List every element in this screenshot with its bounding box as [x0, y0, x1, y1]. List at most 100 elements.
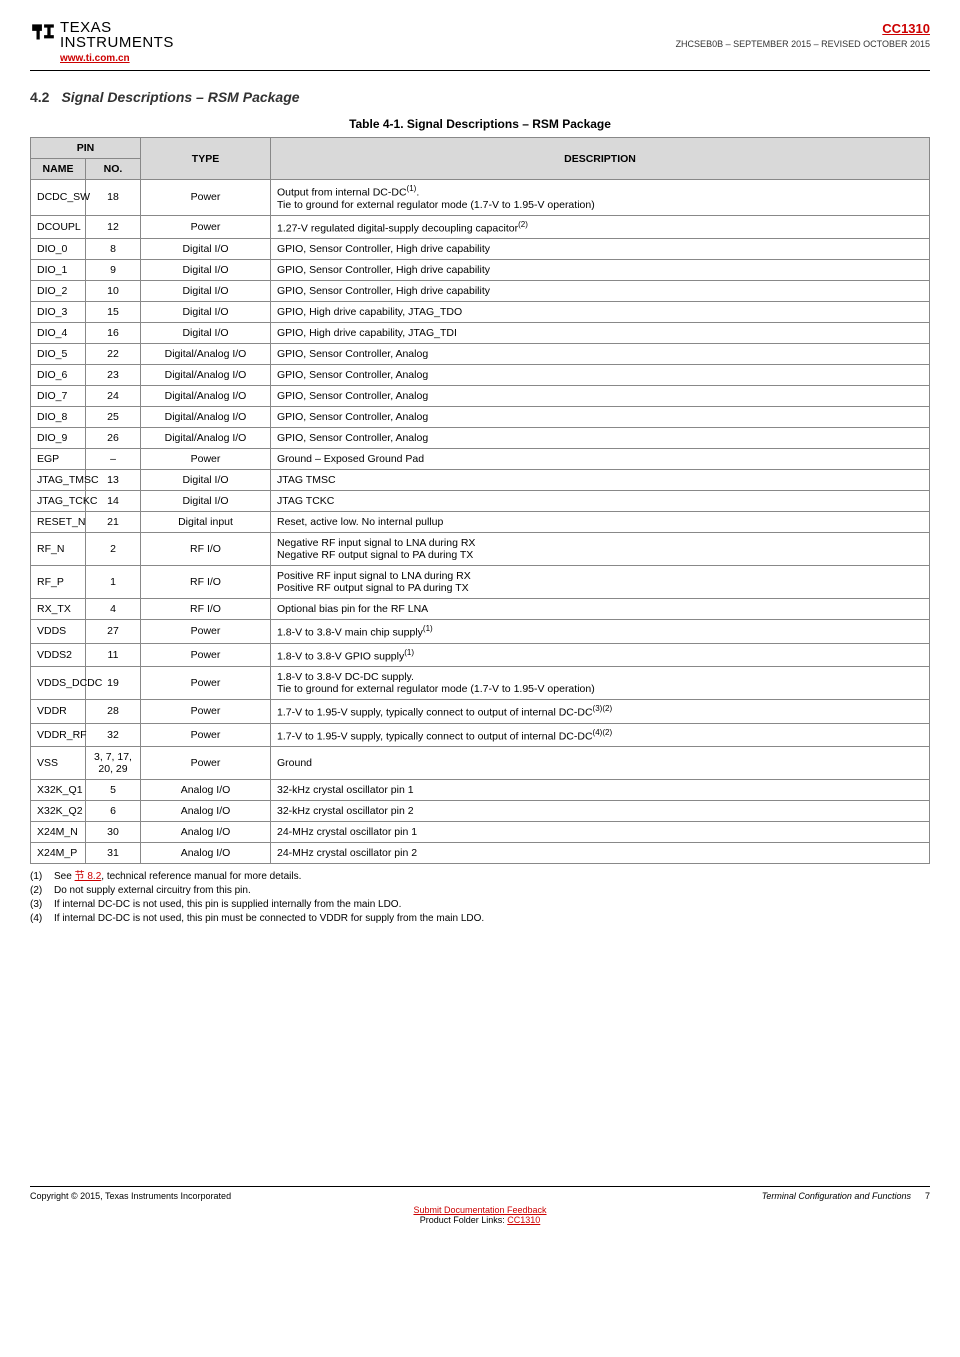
pin-name: DIO_7 — [31, 386, 86, 407]
pin-no: 31 — [86, 843, 141, 864]
pin-name: DIO_1 — [31, 260, 86, 281]
pin-no: 25 — [86, 407, 141, 428]
table-row: X24M_N30Analog I/O24-MHz crystal oscilla… — [31, 822, 930, 843]
pin-name: DIO_9 — [31, 428, 86, 449]
table-row: X32K_Q15Analog I/O32-kHz crystal oscilla… — [31, 780, 930, 801]
pin-name: DIO_2 — [31, 281, 86, 302]
pin-desc: 1.7-V to 1.95-V supply, typically connec… — [271, 700, 930, 724]
pin-name: RF_P — [31, 566, 86, 599]
logo-block: TEXAS INSTRUMENTS www.ti.com.cn — [30, 20, 174, 64]
pin-name: DIO_3 — [31, 302, 86, 323]
table-row: RF_N2RF I/ONegative RF input signal to L… — [31, 533, 930, 566]
pin-desc: 1.27-V regulated digital-supply decoupli… — [271, 215, 930, 239]
pin-no: 26 — [86, 428, 141, 449]
pin-name: VDDR — [31, 700, 86, 724]
pin-desc: 1.8-V to 3.8-V DC-DC supply.Tie to groun… — [271, 667, 930, 700]
pin-no: 5 — [86, 780, 141, 801]
pin-no: 3, 7, 17, 20, 29 — [86, 747, 141, 780]
footer-section: Terminal Configuration and Functions7 — [762, 1191, 930, 1201]
pin-no: 12 — [86, 215, 141, 239]
pin-type: Digital input — [141, 512, 271, 533]
pin-no: – — [86, 449, 141, 470]
part-number-link[interactable]: CC1310 — [882, 21, 930, 36]
page-header: TEXAS INSTRUMENTS www.ti.com.cn CC1310 Z… — [30, 20, 930, 71]
pin-no: 28 — [86, 700, 141, 724]
table-row: DIO_210Digital I/OGPIO, Sensor Controlle… — [31, 281, 930, 302]
table-row: DIO_315Digital I/OGPIO, High drive capab… — [31, 302, 930, 323]
footnote-link-8-2[interactable]: 节 8.2 — [75, 871, 102, 882]
table-row: VDDS27Power1.8-V to 3.8-V main chip supp… — [31, 620, 930, 644]
pin-no: 6 — [86, 801, 141, 822]
pin-name: DIO_0 — [31, 239, 86, 260]
pin-name: X24M_N — [31, 822, 86, 843]
pin-desc: Ground – Exposed Ground Pad — [271, 449, 930, 470]
pin-name: DIO_6 — [31, 365, 86, 386]
pin-desc: GPIO, Sensor Controller, High drive capa… — [271, 281, 930, 302]
pin-name: VDDR_RF — [31, 723, 86, 747]
pin-name: X32K_Q1 — [31, 780, 86, 801]
table-row: DIO_08Digital I/OGPIO, Sensor Controller… — [31, 239, 930, 260]
pin-desc: Ground — [271, 747, 930, 780]
copyright: Copyright © 2015, Texas Instruments Inco… — [30, 1191, 231, 1201]
pin-name: DCDC_SW — [31, 180, 86, 216]
pin-no: 18 — [86, 180, 141, 216]
pin-no: 9 — [86, 260, 141, 281]
pin-type: RF I/O — [141, 533, 271, 566]
page-number: 7 — [925, 1191, 930, 1201]
pin-name: JTAG_TCKC — [31, 491, 86, 512]
pin-type: Digital I/O — [141, 281, 271, 302]
pin-name: RF_N — [31, 533, 86, 566]
pin-desc: GPIO, Sensor Controller, High drive capa… — [271, 239, 930, 260]
pin-type: Power — [141, 180, 271, 216]
pin-type: Analog I/O — [141, 822, 271, 843]
site-link[interactable]: www.ti.com.cn — [60, 54, 174, 64]
pin-name: JTAG_TMSC — [31, 470, 86, 491]
table-row: JTAG_TCKC14Digital I/OJTAG TCKC — [31, 491, 930, 512]
th-name: NAME — [31, 159, 86, 180]
product-folder-link[interactable]: CC1310 — [507, 1215, 540, 1225]
section-number: 4.2 — [30, 89, 49, 105]
pin-name: RX_TX — [31, 599, 86, 620]
pin-no: 8 — [86, 239, 141, 260]
pin-type: Digital I/O — [141, 470, 271, 491]
table-row: DIO_522Digital/Analog I/OGPIO, Sensor Co… — [31, 344, 930, 365]
table-row: VDDS211Power1.8-V to 3.8-V GPIO supply(1… — [31, 643, 930, 667]
pin-type: Power — [141, 643, 271, 667]
pin-no: 15 — [86, 302, 141, 323]
pin-type: Digital I/O — [141, 260, 271, 281]
table-row: DIO_19Digital I/OGPIO, Sensor Controller… — [31, 260, 930, 281]
pin-type: Analog I/O — [141, 801, 271, 822]
th-pin: PIN — [31, 138, 141, 159]
pin-no: 23 — [86, 365, 141, 386]
pin-type: Power — [141, 449, 271, 470]
pin-type: Digital I/O — [141, 323, 271, 344]
page-footer: Copyright © 2015, Texas Instruments Inco… — [30, 1186, 930, 1201]
pin-type: Analog I/O — [141, 843, 271, 864]
table-row: X24M_P31Analog I/O24-MHz crystal oscilla… — [31, 843, 930, 864]
pin-no: 22 — [86, 344, 141, 365]
pins-table: PIN TYPE DESCRIPTION NAME NO. DCDC_SW18P… — [30, 137, 930, 864]
pin-no: 2 — [86, 533, 141, 566]
logo-line2: INSTRUMENTS — [60, 35, 174, 50]
pin-name: DIO_8 — [31, 407, 86, 428]
th-no: NO. — [86, 159, 141, 180]
pin-type: Power — [141, 700, 271, 724]
table-row: RESET_N21Digital inputReset, active low.… — [31, 512, 930, 533]
pin-type: RF I/O — [141, 566, 271, 599]
pin-desc: 1.8-V to 3.8-V main chip supply(1) — [271, 620, 930, 644]
footnote-3: If internal DC-DC is not used, this pin … — [30, 898, 930, 912]
pin-desc: 1.7-V to 1.95-V supply, typically connec… — [271, 723, 930, 747]
table-row: EGP–PowerGround – Exposed Ground Pad — [31, 449, 930, 470]
pin-name: X32K_Q2 — [31, 801, 86, 822]
pin-desc: GPIO, Sensor Controller, Analog — [271, 407, 930, 428]
pin-desc: Negative RF input signal to LNA during R… — [271, 533, 930, 566]
th-type: TYPE — [141, 138, 271, 180]
pin-desc: GPIO, Sensor Controller, Analog — [271, 386, 930, 407]
table-row: VSS3, 7, 17, 20, 29PowerGround — [31, 747, 930, 780]
pin-name: DIO_4 — [31, 323, 86, 344]
feedback-link[interactable]: Submit Documentation Feedback — [413, 1205, 546, 1215]
table-row: VDDR_RF32Power1.7-V to 1.95-V supply, ty… — [31, 723, 930, 747]
pin-no: 30 — [86, 822, 141, 843]
pin-no: 16 — [86, 323, 141, 344]
pin-desc: Positive RF input signal to LNA during R… — [271, 566, 930, 599]
